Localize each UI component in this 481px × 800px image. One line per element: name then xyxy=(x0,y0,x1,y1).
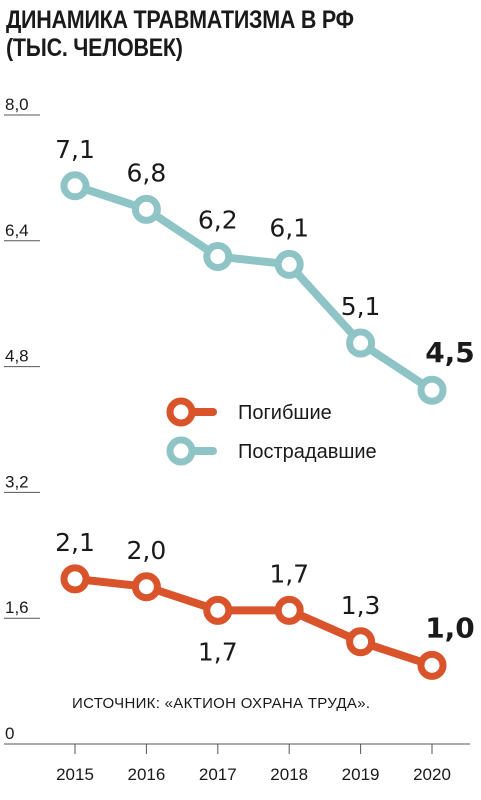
data-label: 5,1 xyxy=(341,292,381,321)
x-axis: 2015 2016 2017 2018 2019 2020 xyxy=(40,743,470,784)
x-tick-label: 2015 xyxy=(56,765,94,784)
data-point xyxy=(346,627,376,657)
data-point xyxy=(417,375,447,405)
chart-title-line-1: ДИНАМИКА ТРАВМАТИЗМА В РФ xyxy=(6,6,354,34)
x-tick-label: 2016 xyxy=(127,765,165,784)
y-tick-label: 3,2 xyxy=(5,472,29,491)
data-label: 6,2 xyxy=(198,206,238,235)
data-point xyxy=(203,595,233,625)
legend-swatch-marker xyxy=(166,436,196,466)
legend: Погибшие Пострадавшие xyxy=(166,397,377,466)
data-point xyxy=(274,595,304,625)
x-tick-label: 2019 xyxy=(342,765,380,784)
legend-item: Пострадавшие xyxy=(166,436,377,466)
data-label: 4,5 xyxy=(425,336,475,369)
x-tick-label: 2018 xyxy=(270,765,308,784)
data-point xyxy=(131,572,161,602)
data-point xyxy=(203,242,233,272)
data-label: 2,0 xyxy=(127,536,167,565)
legend-label: Пострадавшие xyxy=(238,441,377,463)
legend-item: Погибшие xyxy=(166,397,332,427)
source-note: ИСТОЧНИК: «АКТИОН ОХРАНА ТРУДА». xyxy=(72,695,370,712)
series-layer: 2,1 2,0 1,7 1,7 1,3 1,0 7,1 6,8 6,2 6,1 5,1 4,5 xyxy=(55,135,475,680)
data-label: 1,3 xyxy=(341,591,381,620)
chart-title-line-2: (ТЫС. ЧЕЛОВЕК) xyxy=(6,34,183,62)
series-killed: 2,1 2,0 1,7 1,7 1,3 1,0 xyxy=(55,528,475,680)
data-label: 6,1 xyxy=(269,213,309,242)
y-tick-label: 8,0 xyxy=(5,95,29,114)
data-point xyxy=(274,249,304,279)
legend-label: Погибшие xyxy=(238,402,332,424)
series-line xyxy=(71,181,436,395)
y-tick-label: 6,4 xyxy=(5,221,29,240)
series-injured: 7,1 6,8 6,2 6,1 5,1 4,5 xyxy=(55,135,475,405)
data-point xyxy=(417,650,447,680)
x-tick-label: 2017 xyxy=(199,765,237,784)
data-label: 1,7 xyxy=(198,637,238,666)
y-tick-label: 0 xyxy=(5,724,14,743)
data-label: 2,1 xyxy=(55,528,95,557)
x-tick-label: 2020 xyxy=(413,765,451,784)
data-point xyxy=(346,328,376,358)
legend-swatch-marker xyxy=(166,397,196,427)
chart-title: ДИНАМИКА ТРАВМАТИЗМА В РФ (ТЫС. ЧЕЛОВЕК) xyxy=(6,6,354,62)
data-label: 1,0 xyxy=(425,611,475,644)
data-point xyxy=(60,171,90,201)
data-point xyxy=(131,194,161,224)
y-axis: 0 1,6 3,2 4,8 6,4 8,0 xyxy=(4,95,40,745)
data-label: 1,7 xyxy=(269,559,309,588)
data-label: 7,1 xyxy=(55,135,95,164)
y-tick-label: 1,6 xyxy=(5,598,29,617)
data-point xyxy=(60,564,90,594)
data-label: 6,8 xyxy=(127,158,167,187)
y-tick-label: 4,8 xyxy=(5,347,29,366)
